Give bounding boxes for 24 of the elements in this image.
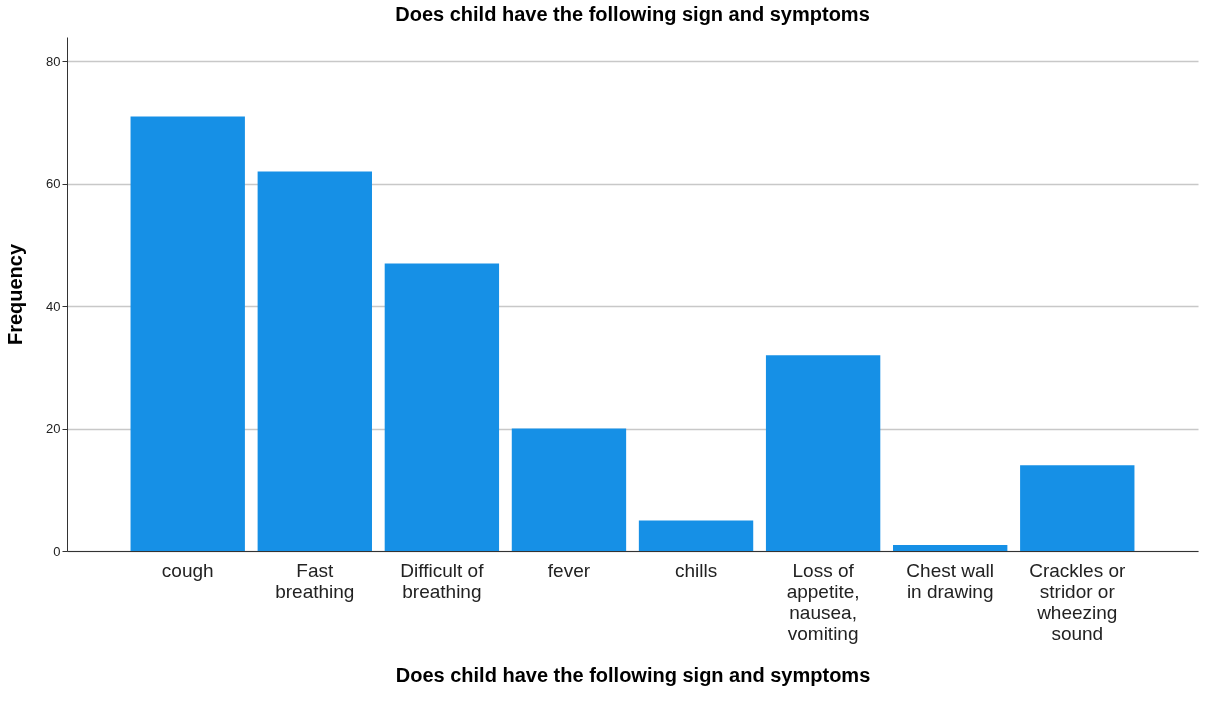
bar [765, 355, 881, 551]
x-tick-label: Difficult of breathing [400, 559, 485, 602]
bar [130, 116, 245, 551]
y-axis-title: Frequency [4, 243, 27, 346]
chart-title: Does child have the following sign and symptoms [395, 3, 870, 25]
x-tick-label: Loss of appetite, nausea, vomiting [786, 559, 860, 644]
x-tick-label: Crackles or stridor or wheezing sound [1029, 559, 1126, 644]
y-tick-label: 60 [46, 176, 61, 192]
y-tick-label: 40 [46, 298, 61, 314]
x-tick-label: fever [547, 559, 591, 581]
bar [257, 171, 372, 551]
bar [511, 428, 627, 551]
y-tick-label: 20 [46, 421, 61, 437]
bar [638, 520, 754, 551]
bar [1020, 465, 1135, 551]
x-axis-title: Does child have the following sign and symptoms [395, 663, 871, 686]
y-tick-label: 0 [53, 543, 61, 559]
x-tick-label: cough [161, 559, 214, 581]
bar [384, 263, 500, 551]
bar [893, 544, 1008, 551]
x-tick-label: Fast breathing [275, 559, 355, 602]
x-tick-label: Chest wall in drawing [906, 559, 995, 602]
y-tick-label: 80 [46, 53, 61, 69]
x-tick-label: chills [674, 559, 718, 581]
